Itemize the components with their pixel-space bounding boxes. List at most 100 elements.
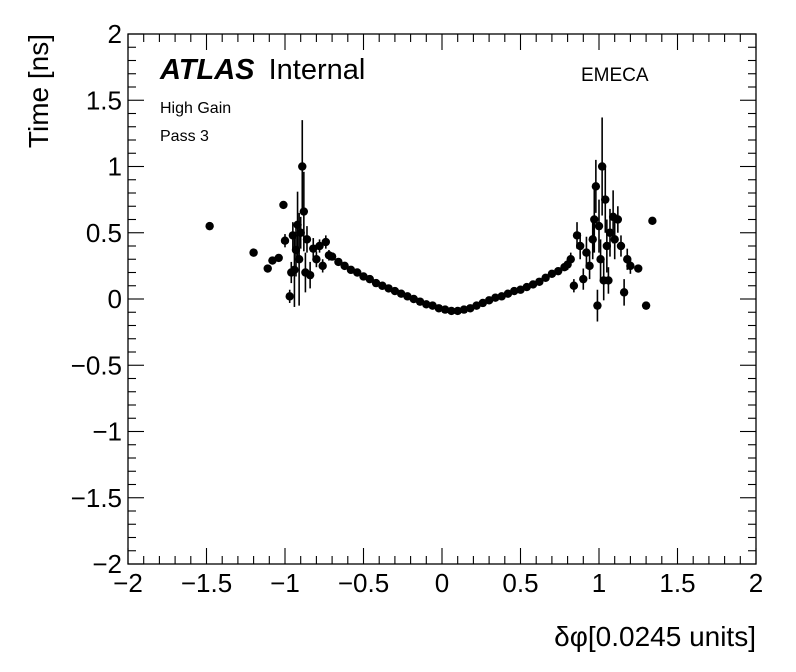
- curve-point: [453, 306, 462, 316]
- data-point: [302, 235, 312, 244]
- gain-label: High Gain: [160, 100, 231, 117]
- data-point: [588, 235, 597, 244]
- y-tick-label: 2: [108, 19, 122, 49]
- data-point: [263, 264, 272, 273]
- data-point: [324, 251, 334, 260]
- data-point: [602, 241, 612, 251]
- data-point: [626, 261, 635, 271]
- curve-point: [334, 257, 343, 267]
- x-tick-label: −1.5: [181, 568, 232, 598]
- atlas-label: ATLAS Internal: [159, 54, 365, 86]
- data-point: [579, 274, 588, 284]
- curve-point: [415, 297, 425, 306]
- data-point: [290, 265, 299, 275]
- curve-point: [428, 301, 437, 310]
- curve-point: [447, 306, 456, 316]
- data-point: [569, 281, 579, 290]
- data-point: [296, 228, 305, 237]
- y-tick-label: −0.5: [71, 350, 122, 380]
- curve-point: [522, 282, 531, 292]
- curve-point: [396, 289, 406, 298]
- data-point: [572, 231, 582, 240]
- data-point: [591, 182, 601, 191]
- curve-point: [353, 268, 362, 277]
- data-point: [315, 241, 324, 251]
- x-tick-label: 1.5: [659, 568, 695, 598]
- data-point: [205, 221, 214, 231]
- y-axis-label: Time [ns]: [23, 34, 54, 148]
- data-point: [590, 215, 599, 224]
- curve-point: [497, 292, 506, 301]
- curve-point: [384, 284, 393, 293]
- curve-point: [503, 289, 513, 298]
- x-tick-label: −0.5: [338, 568, 389, 598]
- curve-point: [459, 305, 469, 314]
- curve-point: [491, 293, 500, 302]
- curve-point: [478, 298, 488, 308]
- atlas-bold-text: ATLAS: [159, 54, 255, 86]
- outlier-points: [205, 117, 657, 322]
- curve-point: [510, 286, 519, 296]
- curve-point: [434, 304, 444, 313]
- data-point: [613, 215, 623, 224]
- x-tick-label: −2: [113, 568, 143, 598]
- data-point: [582, 248, 591, 257]
- curve-point: [528, 280, 538, 289]
- axis-ticks: [127, 33, 757, 565]
- data-point: [566, 255, 575, 264]
- atlas-status-text: Internal: [269, 54, 366, 86]
- data-point: [585, 261, 594, 271]
- data-point: [634, 264, 643, 273]
- curve-point: [547, 269, 557, 279]
- curve-point: [371, 278, 381, 288]
- curve-point: [472, 301, 481, 310]
- data-point: [604, 276, 613, 285]
- data-point: [285, 292, 294, 301]
- y-tick-label: 1.5: [86, 85, 122, 115]
- y-tick-label: 1: [108, 152, 122, 182]
- data-point: [594, 221, 604, 231]
- data-point: [280, 236, 290, 245]
- x-tick-label: −1: [270, 568, 300, 598]
- data-point: [619, 288, 629, 297]
- data-point: [593, 301, 602, 310]
- data-point: [274, 253, 283, 263]
- data-point: [601, 195, 610, 204]
- data-point: [610, 235, 619, 244]
- x-tick-label: 0: [435, 568, 449, 598]
- pass-label: Pass 3: [160, 128, 209, 145]
- y-tick-label: −1: [92, 417, 122, 447]
- detector-label: EMECA: [581, 65, 649, 86]
- x-tick-label: 2: [749, 568, 763, 598]
- curve-point: [553, 266, 563, 276]
- x-axis-label: δφ[0.0245 units]: [554, 621, 756, 652]
- curve-point: [466, 304, 475, 313]
- curve-point: [422, 300, 431, 309]
- y-tick-label: 0.5: [86, 218, 122, 248]
- curve-point: [378, 281, 387, 290]
- data-point: [605, 228, 615, 237]
- curve-point: [541, 273, 550, 282]
- y-tick-label: 0: [108, 284, 122, 314]
- curve-point: [390, 286, 400, 296]
- y-tick-label: −2: [92, 549, 122, 579]
- data-point: [597, 162, 607, 171]
- data-point: [305, 270, 315, 280]
- data-point: [312, 255, 321, 264]
- data-point: [268, 256, 277, 265]
- x-tick-label: 1: [592, 568, 606, 598]
- curve-point: [409, 294, 418, 304]
- data-point: [575, 241, 585, 251]
- data-point: [299, 207, 309, 216]
- curve-points: [327, 252, 569, 316]
- curve-point: [340, 261, 349, 271]
- curve-point: [403, 292, 412, 301]
- data-point: [279, 200, 288, 210]
- data-point: [318, 261, 327, 271]
- curve-point: [516, 285, 525, 294]
- curve-point: [359, 272, 368, 281]
- data-point: [648, 216, 657, 226]
- curve-point: [484, 296, 494, 305]
- data-point: [309, 244, 318, 253]
